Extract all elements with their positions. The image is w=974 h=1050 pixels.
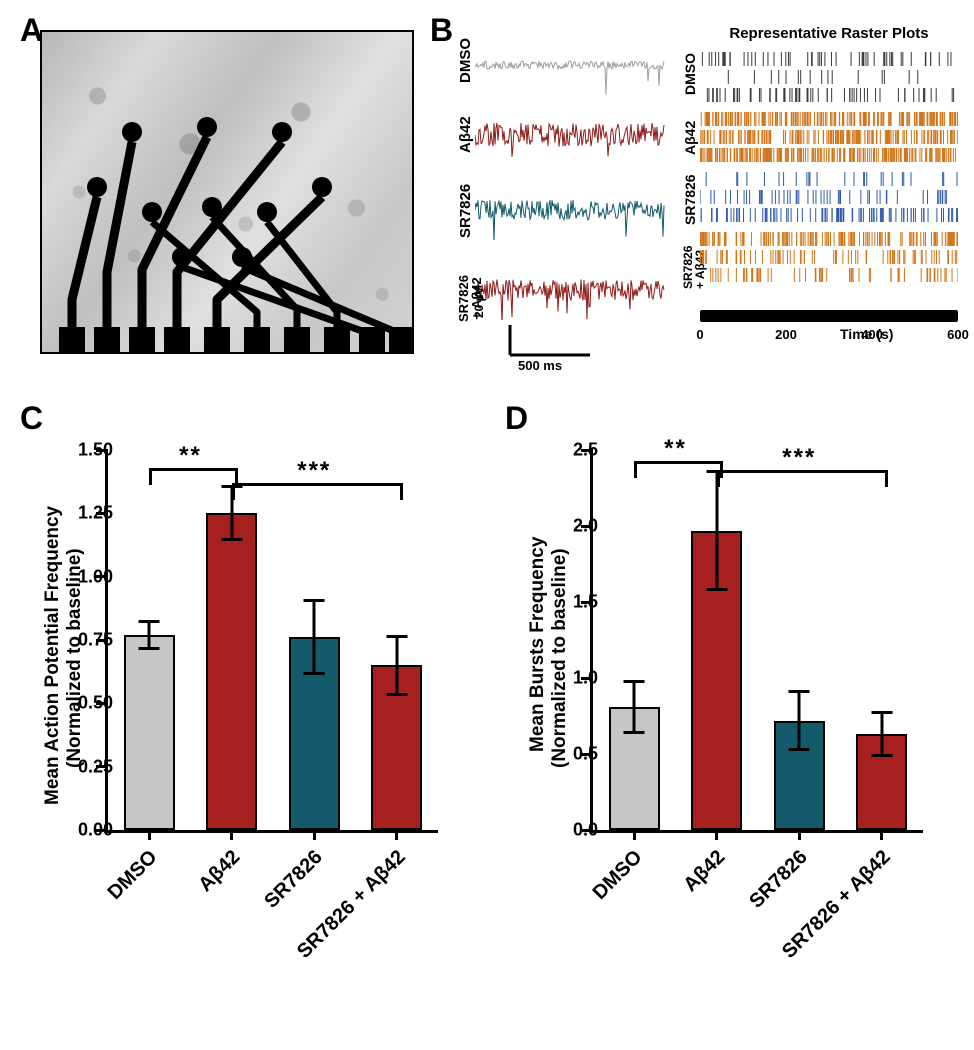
raster-x-tick: 600 bbox=[947, 327, 969, 342]
x-tick bbox=[395, 830, 398, 840]
x-tick bbox=[798, 830, 801, 840]
error-bar bbox=[313, 599, 316, 675]
figure-root: A B DMSOAβ42SR7826SR7826+ Aβ42 20 µV 500… bbox=[0, 0, 974, 1050]
x-tick-label: DMSO bbox=[589, 846, 648, 905]
trace-row: SR7826+ Aβ42 bbox=[475, 260, 665, 320]
raster-row bbox=[700, 69, 958, 85]
panel-B-raster: Representative Raster Plots DMSOAβ42SR78… bbox=[700, 25, 958, 340]
raster-title: Representative Raster Plots bbox=[700, 25, 958, 42]
trace-waveform bbox=[475, 105, 665, 165]
raster-row bbox=[700, 249, 958, 265]
y-tick-label: 0.5 bbox=[573, 744, 598, 765]
raster-area: DMSOAβ42SR7826SR7826+ Aβ42 bbox=[700, 47, 958, 305]
raster-row bbox=[700, 171, 958, 187]
significance-stars: ** bbox=[179, 442, 202, 470]
x-tick bbox=[148, 830, 151, 840]
y-tick-label: 1.25 bbox=[78, 503, 113, 524]
raster-group-label: DMSO bbox=[682, 53, 698, 95]
raster-row bbox=[700, 87, 958, 103]
significance-stars: ** bbox=[664, 435, 687, 463]
panel-B-scalebar: 20 µV 500 ms bbox=[500, 320, 620, 383]
x-tick bbox=[880, 830, 883, 840]
x-tick bbox=[230, 830, 233, 840]
raster-x-tick: 0 bbox=[696, 327, 703, 342]
trace-waveform bbox=[475, 260, 665, 320]
raster-x-axis bbox=[700, 310, 958, 322]
x-tick bbox=[633, 830, 636, 840]
significance-bracket bbox=[717, 470, 888, 487]
x-tick bbox=[313, 830, 316, 840]
bar bbox=[206, 513, 257, 830]
raster-row bbox=[700, 111, 958, 127]
y-tick-label: 0.00 bbox=[78, 820, 113, 841]
panel-A-micrograph bbox=[40, 30, 414, 354]
trace-waveform bbox=[475, 35, 665, 95]
raster-row bbox=[700, 147, 958, 163]
y-tick-label: 0.0 bbox=[573, 820, 598, 841]
panel-C-plot: ***** bbox=[105, 450, 438, 833]
trace-waveform bbox=[475, 180, 665, 240]
trace-row: Aβ42 bbox=[475, 105, 665, 165]
y-tick-label: 1.0 bbox=[573, 668, 598, 689]
raster-x-tick: 200 bbox=[775, 327, 797, 342]
significance-bracket bbox=[149, 468, 238, 485]
electrode-array-svg bbox=[42, 32, 412, 352]
error-bar bbox=[798, 690, 801, 751]
raster-row bbox=[700, 231, 958, 247]
x-tick-label: DMSO bbox=[104, 846, 163, 905]
significance-stars: *** bbox=[782, 444, 816, 472]
scalebar-y-label: 20 µV bbox=[472, 286, 486, 318]
x-tick-label: SR7826 bbox=[260, 846, 327, 913]
panel-D-chart: ***** 0.00.51.01.52.02.5Mean Bursts Freq… bbox=[505, 400, 940, 1010]
trace-label: Aβ42 bbox=[457, 116, 474, 153]
y-tick-label: 2.0 bbox=[573, 516, 598, 537]
bar bbox=[124, 635, 175, 830]
raster-row bbox=[700, 207, 958, 223]
trace-row: SR7826 bbox=[475, 180, 665, 240]
y-axis-label-line1: Mean Bursts Frequency bbox=[527, 536, 549, 751]
x-tick-label: Aβ42 bbox=[679, 846, 730, 897]
raster-row bbox=[700, 129, 958, 145]
significance-bracket bbox=[634, 461, 723, 478]
error-bar bbox=[395, 635, 398, 696]
panel-D-plot: ***** bbox=[590, 450, 923, 833]
x-tick-label: SR7826 bbox=[745, 846, 812, 913]
trace-label: SR7826 bbox=[457, 184, 474, 238]
trace-label: DMSO bbox=[457, 38, 474, 83]
y-tick-label: 1.50 bbox=[78, 440, 113, 461]
raster-row bbox=[700, 51, 958, 67]
significance-bracket bbox=[232, 483, 403, 500]
panel-B-traces: DMSO Aβ42 SR7826 SR7826+ Aβ42 bbox=[475, 30, 665, 330]
significance-stars: *** bbox=[297, 457, 331, 485]
y-axis-label-line2: (Normalized to baseline) bbox=[549, 548, 571, 768]
raster-x-tick: 400 bbox=[861, 327, 883, 342]
error-bar bbox=[633, 680, 636, 735]
y-tick-label: 2.5 bbox=[573, 440, 598, 461]
panel-label-B: B bbox=[430, 12, 453, 49]
trace-row: DMSO bbox=[475, 35, 665, 95]
error-bar bbox=[148, 620, 151, 650]
error-bar bbox=[715, 470, 718, 592]
error-bar bbox=[880, 711, 883, 757]
y-axis-label-line2: (Normalized to baseline) bbox=[64, 548, 86, 768]
raster-row bbox=[700, 267, 958, 283]
y-axis-label-line1: Mean Action Potential Frequency bbox=[42, 506, 64, 805]
y-tick-label: 1.5 bbox=[573, 592, 598, 613]
scalebar-x-label: 500 ms bbox=[518, 358, 562, 373]
raster-row bbox=[700, 189, 958, 205]
raster-group-label: SR7826 bbox=[682, 174, 698, 225]
x-tick bbox=[715, 830, 718, 840]
x-tick-label: Aβ42 bbox=[194, 846, 245, 897]
panel-C-chart: ***** 0.000.250.500.751.001.251.50Mean A… bbox=[20, 400, 455, 1010]
raster-group-label: Aβ42 bbox=[682, 121, 698, 155]
